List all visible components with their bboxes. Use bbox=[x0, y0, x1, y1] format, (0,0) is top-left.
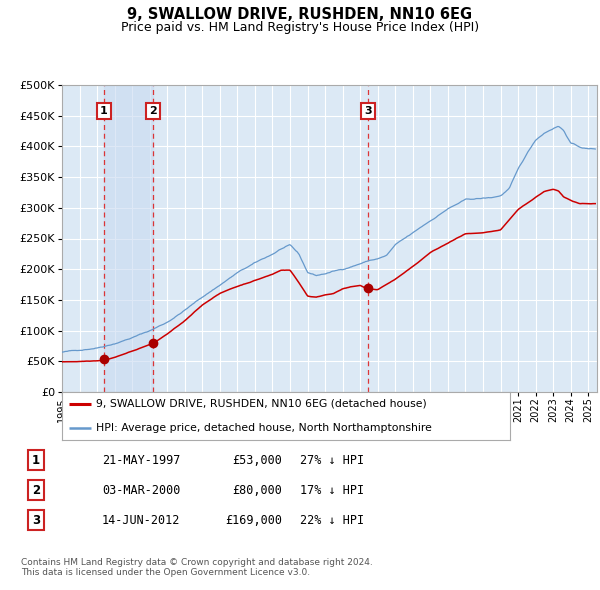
Text: 9, SWALLOW DRIVE, RUSHDEN, NN10 6EG: 9, SWALLOW DRIVE, RUSHDEN, NN10 6EG bbox=[127, 7, 473, 22]
Text: 1: 1 bbox=[100, 106, 107, 116]
Text: 27% ↓ HPI: 27% ↓ HPI bbox=[300, 454, 364, 467]
Text: Contains HM Land Registry data © Crown copyright and database right 2024.
This d: Contains HM Land Registry data © Crown c… bbox=[21, 558, 373, 577]
Text: 03-MAR-2000: 03-MAR-2000 bbox=[102, 483, 181, 497]
Text: 2: 2 bbox=[32, 483, 40, 497]
Text: 3: 3 bbox=[32, 513, 40, 526]
Text: 22% ↓ HPI: 22% ↓ HPI bbox=[300, 513, 364, 526]
Text: 9, SWALLOW DRIVE, RUSHDEN, NN10 6EG (detached house): 9, SWALLOW DRIVE, RUSHDEN, NN10 6EG (det… bbox=[95, 399, 427, 409]
Text: £169,000: £169,000 bbox=[225, 513, 282, 526]
Bar bbox=[104, 85, 152, 392]
Text: £53,000: £53,000 bbox=[232, 454, 282, 467]
Text: 3: 3 bbox=[364, 106, 372, 116]
Text: 1: 1 bbox=[32, 454, 40, 467]
Text: Price paid vs. HM Land Registry's House Price Index (HPI): Price paid vs. HM Land Registry's House … bbox=[121, 21, 479, 34]
Text: 14-JUN-2012: 14-JUN-2012 bbox=[102, 513, 181, 526]
Text: 2: 2 bbox=[149, 106, 157, 116]
Text: 21-MAY-1997: 21-MAY-1997 bbox=[102, 454, 181, 467]
Text: £80,000: £80,000 bbox=[232, 483, 282, 497]
Text: HPI: Average price, detached house, North Northamptonshire: HPI: Average price, detached house, Nort… bbox=[95, 423, 431, 433]
Text: 17% ↓ HPI: 17% ↓ HPI bbox=[300, 483, 364, 497]
